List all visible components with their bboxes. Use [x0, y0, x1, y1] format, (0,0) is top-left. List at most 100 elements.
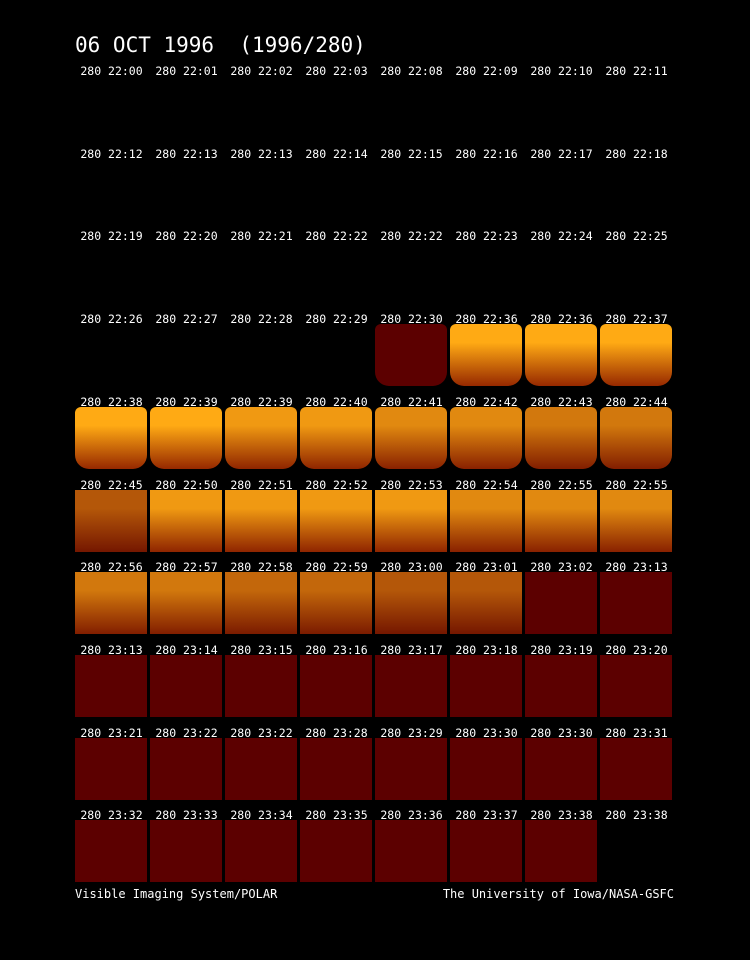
frame-panel: [450, 324, 522, 387]
footer-left: Visible Imaging System/POLAR: [75, 887, 278, 901]
frame-label: 280 23:30: [530, 725, 593, 740]
frame-label: 280 22:15: [380, 146, 443, 161]
frame-label: 280 22:23: [455, 229, 518, 244]
frame-label: 280 23:15: [230, 642, 293, 657]
frame-label: 280 23:38: [605, 808, 668, 823]
frame-label: 280 23:13: [605, 560, 668, 575]
frame-label: 280 22:02: [230, 64, 293, 78]
frame-panel: [225, 737, 297, 800]
frame-panel: [450, 820, 522, 883]
frame-panel: [300, 820, 372, 883]
frame-label: 280 23:21: [80, 725, 143, 740]
frame-panel: [300, 572, 372, 635]
frame-panel: [375, 820, 447, 883]
frame-label: 280 22:16: [455, 146, 518, 161]
frame-panel: [375, 324, 447, 387]
frame-panel: [225, 654, 297, 717]
frame-label: 280 22:12: [80, 146, 143, 161]
frame-panel: [525, 572, 597, 635]
frame-panel: [450, 406, 522, 469]
frame-panel: [600, 489, 672, 552]
frame-panel: [150, 489, 222, 552]
frame-panel: [525, 489, 597, 552]
frame-label: 280 22:52: [305, 477, 368, 492]
frame-panel: [225, 489, 297, 552]
frame-label: 280 23:02: [530, 560, 593, 575]
frame-panel: [150, 820, 222, 883]
frame-label: 280 22:03: [305, 64, 368, 78]
frame-panel: [75, 489, 147, 552]
frame-panel: [150, 654, 222, 717]
frame-label: 280 22:22: [305, 229, 368, 244]
frame-panel: [450, 654, 522, 717]
frame-label: 280 23:13: [80, 642, 143, 657]
frame-label: 280 23:22: [155, 725, 218, 740]
frame-label: 280 22:59: [305, 560, 368, 575]
frame-label: 280 22:26: [80, 312, 143, 327]
frame-label: 280 23:38: [530, 808, 593, 823]
frame-label: 280 22:42: [455, 394, 518, 409]
frame-label: 280 22:25: [605, 229, 668, 244]
frame-label: 280 22:51: [230, 477, 293, 492]
frame-panel: [525, 324, 597, 387]
frame-label: 280 23:33: [155, 808, 218, 823]
frame-panel: [450, 737, 522, 800]
frame-label: 280 22:39: [155, 394, 218, 409]
frame-label: 280 23:31: [605, 725, 668, 740]
frame-panel: [525, 406, 597, 469]
frame-label: 280 22:55: [530, 477, 593, 492]
title: 06 OCT 1996 (1996/280): [75, 33, 366, 57]
frame-label: 280 22:11: [605, 64, 668, 78]
frame-panel: [75, 654, 147, 717]
frame-panel: [375, 489, 447, 552]
frame-label: 280 22:37: [605, 312, 668, 327]
frame-panel: [75, 820, 147, 883]
frame-label: 280 23:29: [380, 725, 443, 740]
frame-label: 280 23:18: [455, 642, 518, 657]
frame-label: 280 22:13: [155, 146, 218, 161]
frame-label: 280 23:00: [380, 560, 443, 575]
frame-panel: [525, 737, 597, 800]
frame-label: 280 22:54: [455, 477, 518, 492]
frame-label: 280 23:32: [80, 808, 143, 823]
frame-label: 280 22:27: [155, 312, 218, 327]
frame-panel: [600, 324, 672, 387]
frame-label: 280 23:34: [230, 808, 293, 823]
frame-label: 280 22:17: [530, 146, 593, 161]
frame-panel: [450, 572, 522, 635]
frame-label: 280 22:45: [80, 477, 143, 492]
frame-label: 280 22:36: [455, 312, 518, 327]
frame-label: 280 23:22: [230, 725, 293, 740]
frame-panel: [75, 572, 147, 635]
frame-label: 280 22:39: [230, 394, 293, 409]
frame-label: 280 22:20: [155, 229, 218, 244]
frame-label: 280 22:01: [155, 64, 218, 78]
frame-label: 280 23:30: [455, 725, 518, 740]
frame-label: 280 22:53: [380, 477, 443, 492]
frame-label: 280 22:41: [380, 394, 443, 409]
frame-label: 280 23:35: [305, 808, 368, 823]
footer-right: The University of Iowa/NASA-GSFC: [442, 887, 674, 901]
frame-panel: [525, 654, 597, 717]
frame-panel: [375, 572, 447, 635]
frame-label: 280 22:21: [230, 229, 293, 244]
frame-panel: [150, 406, 222, 469]
frame-label: 280 22:57: [155, 560, 218, 575]
frame-label: 280 23:20: [605, 642, 668, 657]
frame-label: 280 23:37: [455, 808, 518, 823]
frame-panel: [600, 737, 672, 800]
frame-label: 280 22:22: [380, 229, 443, 244]
frame-label: 280 22:30: [380, 312, 443, 327]
frame-panel: [225, 572, 297, 635]
frame-label: 280 22:55: [605, 477, 668, 492]
frame-label: 280 23:36: [380, 808, 443, 823]
frame-label: 280 22:29: [305, 312, 368, 327]
frame-panel: [75, 737, 147, 800]
frame-panel: [375, 737, 447, 800]
frame-label: 280 22:58: [230, 560, 293, 575]
frame-label: 280 22:38: [80, 394, 143, 409]
frame-panel: [600, 654, 672, 717]
frame-label: 280 22:09: [455, 64, 518, 78]
frame-label: 280 23:14: [155, 642, 218, 657]
frame-label: 280 23:16: [305, 642, 368, 657]
